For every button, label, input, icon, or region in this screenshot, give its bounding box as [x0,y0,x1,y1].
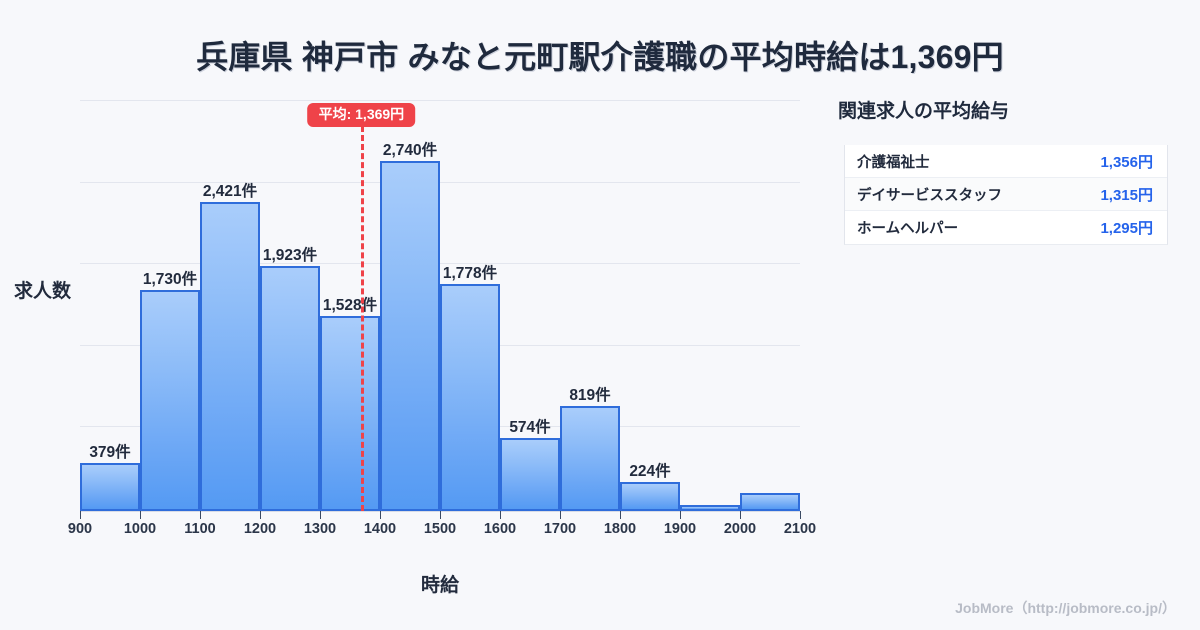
bar-value-label: 1,923件 [262,246,318,264]
x-axis-tick-label: 900 [67,521,93,537]
footer-credit: JobMore（http://jobmore.co.jp/） [955,600,1176,616]
bar-value-label: 2,740件 [382,142,438,160]
histogram-bar [320,315,380,511]
related-salary-panel: 関連求人の平均給与 介護福祉士 1,356円デイサービススタッフ 1,315円ホーム… [836,96,1176,245]
x-axis-tick [380,511,381,519]
x-axis-tick [560,511,561,519]
gridline [80,182,800,183]
bar-value-label: 379件 [89,443,131,461]
average-line [361,126,365,511]
related-salary-row: 介護福祉士 1,356円 [845,145,1167,178]
x-axis-tick [680,511,681,519]
histogram-bar [500,437,560,511]
x-axis-tick-label: 2000 [723,521,757,537]
histogram-bar [380,161,440,511]
related-salary-amount: 1,315円 [1100,186,1153,204]
histogram-bar [260,265,320,511]
bar-value-label: 819件 [569,387,611,405]
gridline [80,263,800,264]
x-axis-tick-label: 2100 [783,521,817,537]
x-axis-tick [800,511,801,519]
related-salary-job-name: 介護福祉士 [857,154,930,171]
histogram-bar [620,482,680,511]
bar-value-label: 1,528件 [322,296,378,314]
related-salary-row: ホームヘルパー 1,295円 [845,211,1167,244]
histogram-bar [80,462,140,511]
x-axis-tick-label: 1400 [363,521,397,537]
x-axis-title: 時給 [420,575,459,596]
x-axis-tick-label: 1000 [123,521,157,537]
x-axis-tick [200,511,201,519]
related-salary-job-name: ホームヘルパー [857,221,959,237]
histogram-bar [200,201,260,511]
histogram-bar [740,493,800,511]
x-axis-tick-label: 1500 [423,521,457,537]
x-axis-tick [620,511,621,519]
bar-value-label: 2,421件 [202,182,258,200]
x-axis-tick [320,511,321,519]
histogram-bar [440,284,500,511]
related-salary-amount: 1,295円 [1100,220,1153,237]
related-salary-heading: 関連求人の平均給与 [838,101,1010,122]
x-axis-tick [140,511,141,519]
x-axis-tick [500,511,501,519]
x-axis-tick [440,511,441,519]
x-axis-tick-label: 1100 [184,521,216,537]
x-axis-tick-label: 1200 [243,521,277,537]
related-salary-job-name: デイサービススタッフ [857,187,1002,204]
related-salary-amount: 1,356円 [1100,153,1153,171]
related-salary-table: 介護福祉士 1,356円デイサービススタッフ 1,315円ホームヘルパー 1,295円 [844,145,1168,245]
gridline [80,100,800,101]
histogram-bar [680,505,740,511]
x-axis-tick-label: 1600 [483,521,517,537]
page-title: 兵庫県 神戸市 みなと元町駅介護職の平均時給は1,369円 [196,39,1004,75]
histogram-bar [560,406,620,511]
x-axis-tick-label: 1800 [603,521,637,537]
bar-value-label: 574件 [509,418,551,436]
x-axis-tick-label: 1900 [663,521,697,537]
x-axis-tick-label: 1300 [303,521,337,537]
related-salary-row: デイサービススタッフ 1,315円 [845,178,1167,211]
x-axis-tick-label: 1700 [543,521,577,537]
y-axis-title: 求人数 [14,281,72,302]
bar-value-label: 1,730件 [142,271,198,289]
histogram-chart: 求人数 時給 379件 1,730件 2,421件 1,923件 1,528件 2,740… [14,100,817,596]
average-badge: 平均: 1,369円 [307,103,416,128]
bar-value-label: 1,778件 [442,265,498,283]
bar-value-label: 224件 [629,463,671,481]
x-axis-tick [740,511,741,519]
x-axis-tick [80,511,81,519]
x-axis-tick [260,511,261,519]
histogram-bar [140,290,200,511]
plot-area [80,100,800,511]
